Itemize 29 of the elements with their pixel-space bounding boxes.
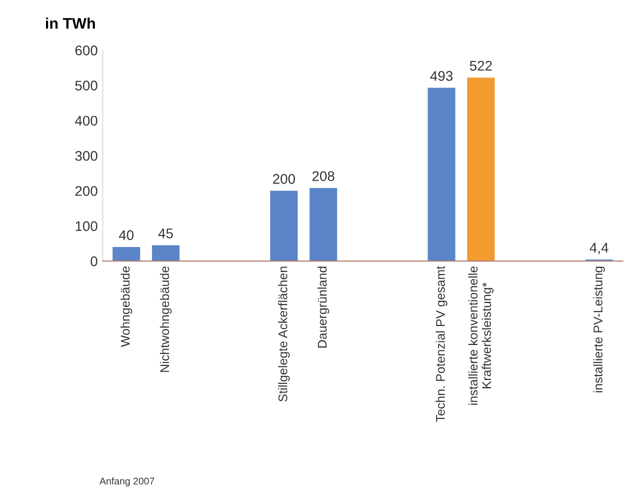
y-tick-label: 300 (75, 150, 98, 161)
bar (270, 190, 298, 262)
bar (112, 246, 140, 262)
y-tick-label: 100 (76, 221, 98, 232)
data-label: 522 (470, 60, 492, 71)
x-tick-label: installierte konventionelle Kraftwerksleistung* (468, 266, 494, 405)
data-label: 200 (273, 174, 295, 184)
x-tick-label: installierte PV-Leistung (593, 266, 605, 392)
data-label: 45 (158, 228, 173, 238)
data-label: 40 (118, 230, 134, 240)
bar (428, 88, 456, 262)
bar (152, 245, 180, 262)
x-tick-label: Techn. Potenzial PV gesamt (436, 266, 448, 422)
data-label: 4,4 (590, 242, 608, 254)
data-label: 208 (312, 171, 334, 182)
y-tick-label: 200 (75, 186, 98, 196)
y-tick-label: 600 (75, 46, 98, 56)
bar (467, 78, 495, 262)
y-tick-label: 0 (90, 256, 98, 266)
x-tick-label: Wohngebäude (120, 266, 132, 347)
y-tick-label: 400 (75, 116, 98, 126)
x-tick-label: Stillgelegte Ackerflächen (278, 266, 290, 402)
x-tick-label: Nichtwohngebäude (160, 266, 172, 372)
text: Anfang 2007 (100, 477, 154, 486)
bar (310, 188, 338, 262)
y-axis-title: in TWh (46, 18, 95, 29)
x-tick-label: Dauergrünland (318, 266, 330, 348)
y-tick-label: 500 (75, 80, 98, 91)
data-label: 493 (430, 71, 452, 81)
